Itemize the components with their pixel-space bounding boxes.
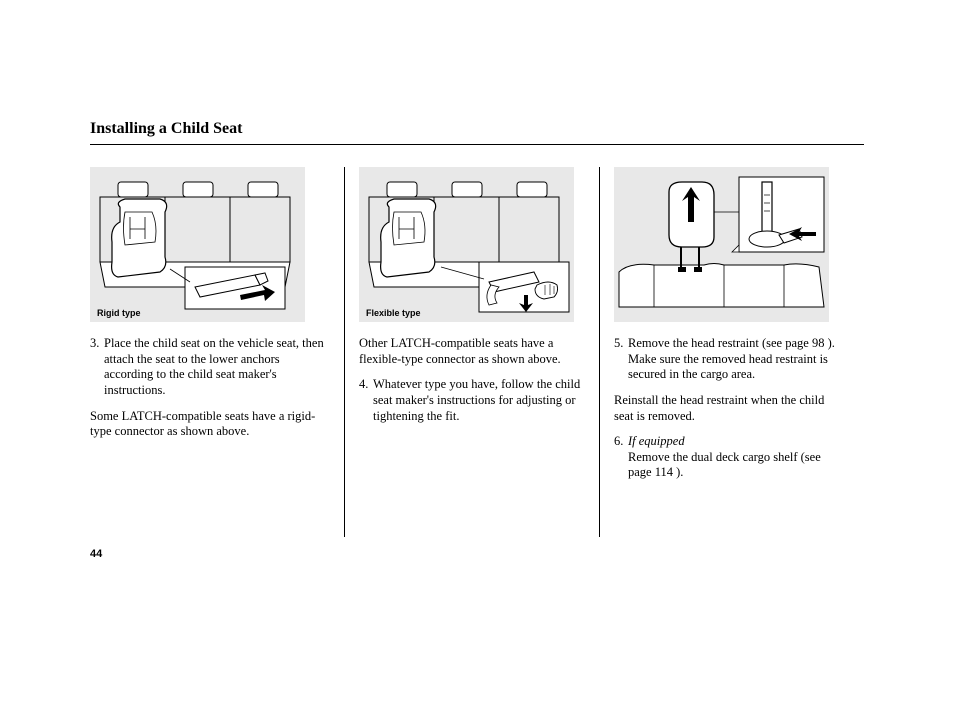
step-4-body: Whatever type you have, follow the child…: [373, 377, 585, 424]
manual-page: Installing a Child Seat: [0, 0, 954, 710]
head-restraint-illustration: [614, 167, 829, 322]
step-6-qualifier: If equipped: [628, 434, 685, 448]
figure-flexible-type: Flexible type: [359, 167, 574, 322]
col2-text: Other LATCH-compatible seats have a flex…: [359, 336, 585, 424]
childseat-rigid-illustration: [90, 167, 305, 322]
figure-caption-rigid: Rigid type: [97, 308, 141, 318]
step-3-body: Place the child seat on the vehicle seat…: [104, 336, 330, 399]
step-5-number: 5.: [614, 336, 628, 383]
step-6-number: 6.: [614, 434, 628, 481]
step-6-body: If equipped Remove the dual deck cargo s…: [628, 434, 843, 481]
step-4-number: 4.: [359, 377, 373, 424]
step-4: 4. Whatever type you have, follow the ch…: [359, 377, 585, 424]
page-title: Installing a Child Seat: [90, 120, 864, 145]
step-5: 5. Remove the head restraint (see page 9…: [614, 336, 843, 383]
figure-head-restraint: [614, 167, 829, 322]
content-columns: Rigid type 3. Place the child seat on th…: [90, 167, 864, 537]
column-1: Rigid type 3. Place the child seat on th…: [90, 167, 345, 537]
figure-rigid-type: Rigid type: [90, 167, 305, 322]
col3-text: 5. Remove the head restraint (see page 9…: [614, 336, 843, 481]
col2-note: Other LATCH-compatible seats have a flex…: [359, 336, 585, 367]
childseat-flexible-illustration: [359, 167, 574, 322]
col1-text: 3. Place the child seat on the vehicle s…: [90, 336, 330, 440]
step-6-text: Remove the dual deck cargo shelf (see pa…: [628, 450, 821, 480]
step-5-body: Remove the head restraint (see page 98 )…: [628, 336, 843, 383]
step-3: 3. Place the child seat on the vehicle s…: [90, 336, 330, 399]
column-2: Flexible type Other LATCH-compatible sea…: [345, 167, 600, 537]
col1-note: Some LATCH-compatible seats have a rigid…: [90, 409, 330, 440]
reinstall-note: Reinstall the head restraint when the ch…: [614, 393, 843, 424]
step-6: 6. If equipped Remove the dual deck carg…: [614, 434, 843, 481]
page-number: 44: [90, 548, 102, 560]
column-3: 5. Remove the head restraint (see page 9…: [600, 167, 855, 537]
figure-caption-flexible: Flexible type: [366, 308, 421, 318]
step-3-number: 3.: [90, 336, 104, 399]
